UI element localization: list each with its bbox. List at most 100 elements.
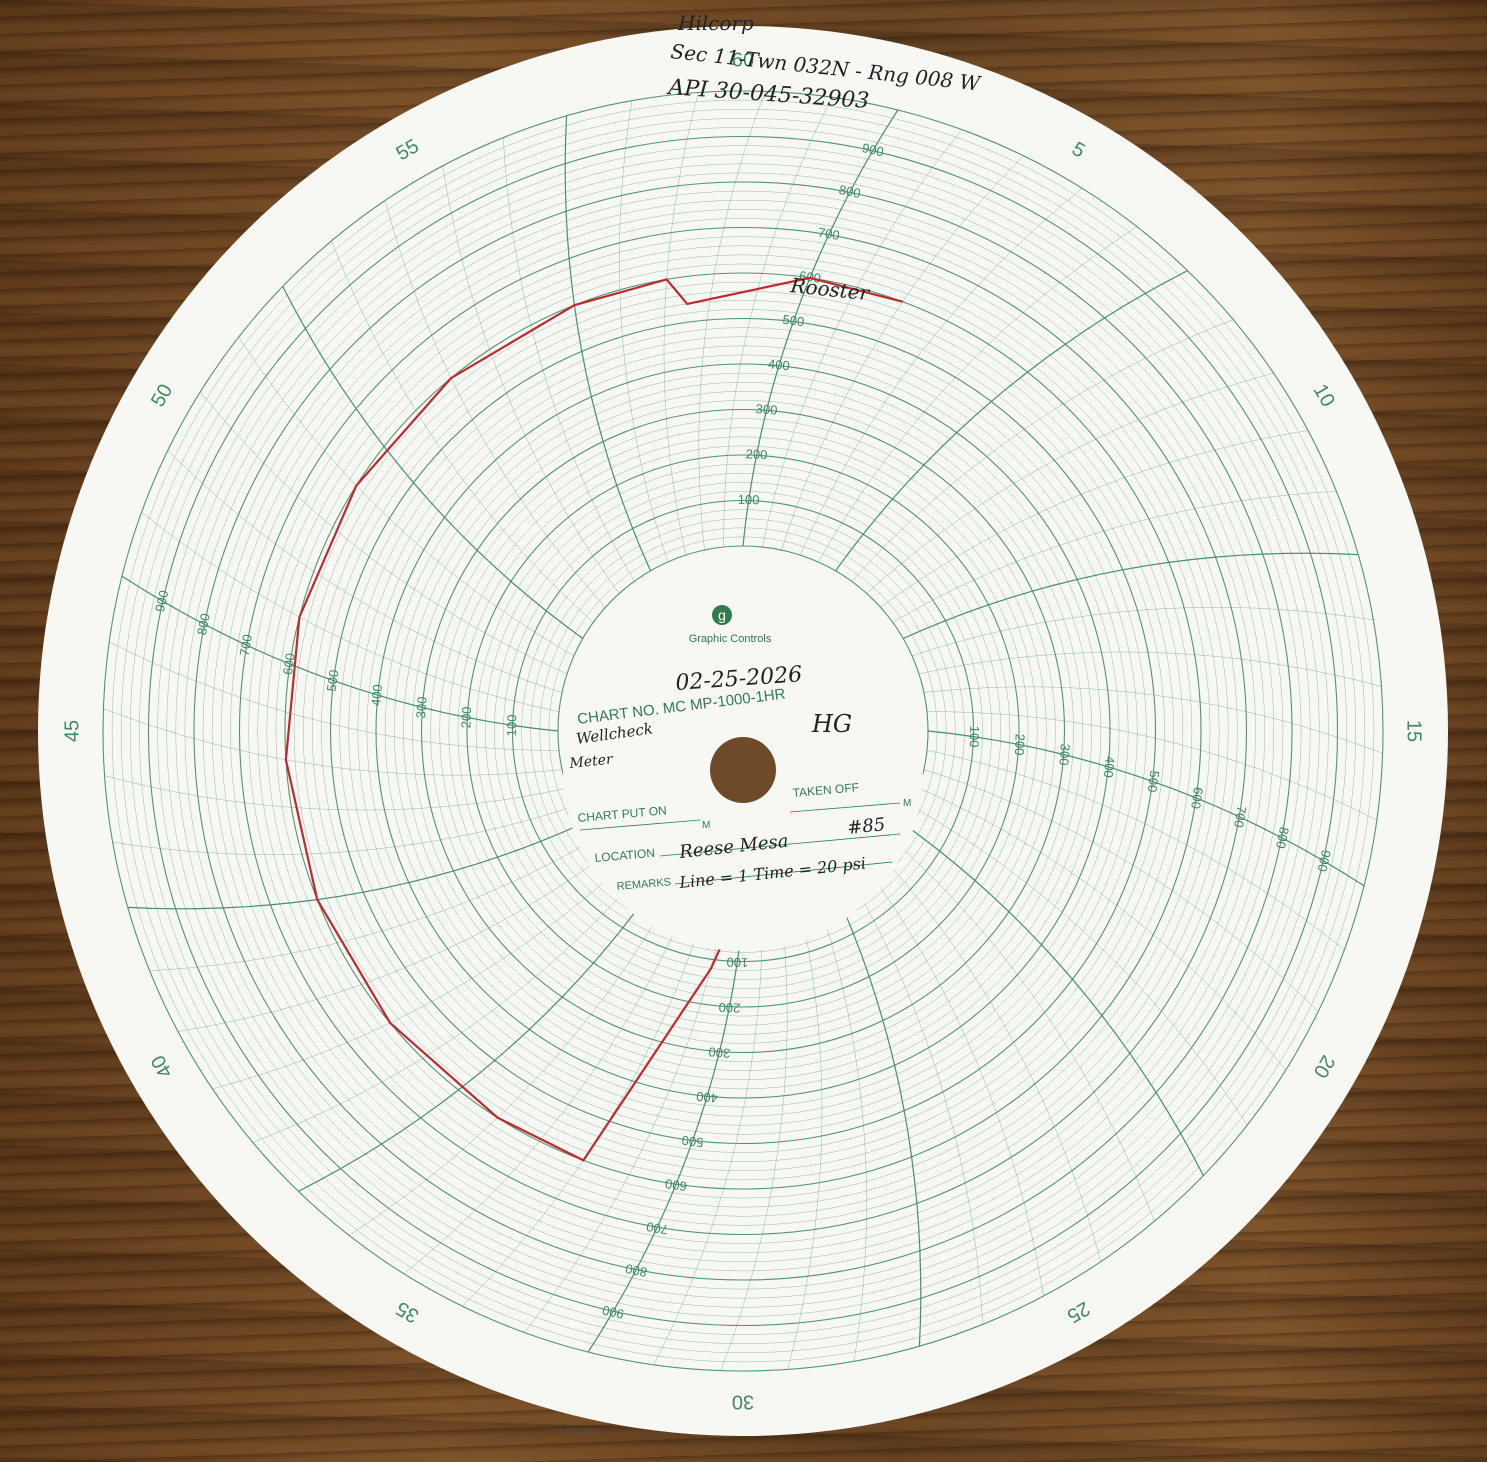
pressure-scale-label: 500 (324, 669, 342, 692)
minute-label: 30 (732, 1391, 754, 1413)
pressure-scale-label: 700 (645, 1219, 669, 1237)
printed-in-usa: PRINTED IN U.S.A. (545, 1426, 598, 1432)
grid-ring (375, 363, 1111, 1099)
grid-radial-line (238, 336, 575, 657)
pressure-scale-label: 500 (1145, 770, 1163, 793)
grid-ring (184, 172, 1302, 1290)
pressure-scale-label: 500 (681, 1133, 704, 1151)
logo-letter: g (718, 607, 726, 623)
grid-ring (384, 372, 1102, 1090)
grid-ring (484, 472, 1002, 990)
grid-radial-line (926, 750, 1345, 951)
grid-radial-line (851, 880, 983, 1325)
grid-radial-line (403, 906, 687, 1274)
grid-radial-line (109, 641, 560, 751)
pressure-scale-label: 300 (1056, 743, 1073, 766)
grid-ring (503, 491, 983, 971)
pressure-scale-label: 100 (967, 726, 983, 748)
grid-radial-line (121, 575, 559, 732)
grid-ring (248, 236, 1238, 1226)
pressure-scale-label: 200 (1012, 733, 1028, 755)
grid-radial-line (781, 155, 1024, 551)
grid-radial-line (653, 914, 763, 1365)
location-label: LOCATION (594, 846, 655, 865)
pressure-scale-label: 100 (504, 714, 520, 736)
pressure-scale-label: 300 (413, 696, 430, 719)
pressure-scale-label: 600 (1188, 786, 1206, 810)
location-line (659, 833, 901, 857)
grid-radial-line (503, 137, 635, 582)
pressure-scale-label: 300 (755, 401, 778, 418)
taken-off-line (789, 802, 901, 813)
minute-label: 45 (61, 720, 83, 742)
grid-radial-line (200, 391, 568, 675)
grid-radial-line (167, 450, 563, 693)
grid-radial-line (619, 100, 669, 563)
grid-ring (120, 108, 1366, 1354)
grid-ring (257, 245, 1229, 1217)
grid-ring (439, 427, 1047, 1035)
pressure-scale-label: 100 (726, 955, 748, 971)
pressure-scale-label: 700 (817, 225, 841, 243)
graphic-controls-logo (712, 605, 732, 625)
grid-radial-line (103, 708, 563, 776)
grid-radial-line (892, 839, 1155, 1222)
pressure-scale-label: 800 (838, 182, 862, 201)
grid-radial-line (698, 91, 766, 551)
pressure-scales: 100 200 300 400 500 600 700 800 900 100 200 300 400 5… (152, 140, 1334, 1322)
grid-radial-line (866, 372, 1274, 594)
grid-radial-line (112, 805, 575, 855)
grid-radial-line (762, 129, 963, 548)
center-card: g Graphic Controls CHART NO. MC MP-1000-… (563, 591, 923, 951)
grid-radial-line (212, 868, 620, 1090)
grid-radial-line (104, 775, 568, 811)
center-hole (710, 737, 776, 803)
handwritten-company: Hilcorp (677, 11, 754, 35)
minute-label: 60 (732, 49, 754, 71)
grid-radial-line (911, 607, 1374, 657)
grid-ring (221, 209, 1265, 1253)
put-on-line (579, 819, 701, 831)
grid-radial-line (384, 200, 606, 608)
pressure-scale-label: 900 (1315, 849, 1334, 873)
grid-ring (175, 163, 1311, 1299)
grid-ring (339, 327, 1147, 1135)
grid-radial-line (902, 823, 1204, 1176)
grid-ring (238, 226, 1248, 1236)
pressure-scale-label: 300 (708, 1044, 731, 1061)
grid-radial-line (523, 914, 724, 1333)
pressure-scale-label: 900 (152, 589, 171, 613)
grid-ring (457, 445, 1029, 1017)
taken-off-m: M (903, 798, 911, 809)
grid-radial-line (141, 511, 560, 712)
handwritten-location-number: #85 (846, 814, 886, 839)
grid-radial-line (923, 686, 1383, 754)
pressure-scale-label: 200 (718, 1000, 740, 1016)
taken-off-label: TAKEN OFF (792, 780, 859, 800)
grid-radial-line (587, 915, 744, 1353)
grid-ring (357, 345, 1129, 1117)
grid-radial-line (348, 899, 669, 1236)
pressure-scale-label: 400 (696, 1089, 719, 1106)
grid-ring (166, 154, 1320, 1308)
pressure-scale-label: 800 (194, 612, 213, 636)
put-on-m: M (702, 820, 710, 831)
grid-ring (521, 509, 965, 953)
grid-radial-line (127, 822, 584, 910)
grid-ring (366, 354, 1120, 1108)
grid-radial-line (926, 711, 1377, 821)
remarks-label: REMARKS (616, 876, 671, 893)
grid-ring (202, 190, 1284, 1272)
pressure-scale-label: 800 (624, 1261, 648, 1280)
grid-radial-line (835, 270, 1188, 572)
grid-ring (147, 135, 1339, 1327)
grid-ring (230, 218, 1256, 1244)
grid-radial-line (252, 880, 635, 1143)
grid-radial-line (911, 805, 1248, 1126)
grid-radial-line (331, 240, 594, 623)
grid-ring (393, 381, 1093, 1081)
grid-radial-line (723, 97, 833, 548)
pressure-scale-label: 700 (1231, 805, 1249, 829)
remarks-line (674, 861, 893, 885)
grid-radial-line (880, 430, 1309, 608)
